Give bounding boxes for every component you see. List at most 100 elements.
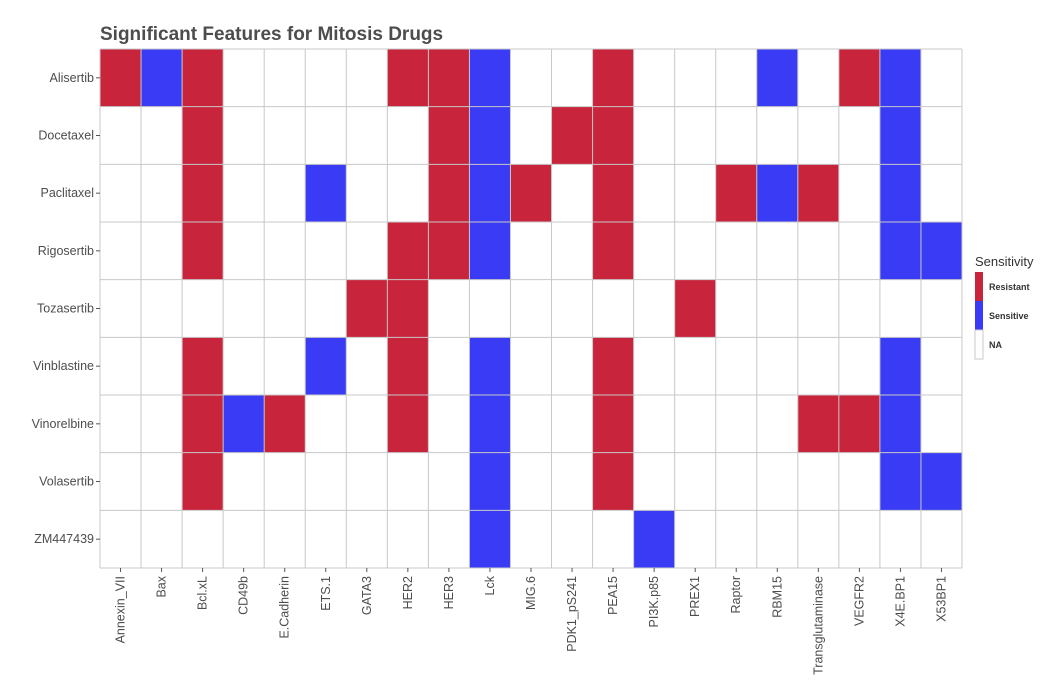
cell-zm447439-her3 (428, 510, 470, 568)
cell-zm447439-x53bp1 (920, 510, 962, 568)
cell-vinblastine-transglutaminase (797, 337, 839, 395)
cell-zm447439-cd49b (223, 510, 265, 568)
x-tick-label: PREX1 (688, 576, 702, 617)
cell-volasertib-her2 (387, 452, 429, 511)
cell-vinorelbine-pi3k-p85 (633, 395, 675, 453)
cell-paclitaxel-pdk1-ps241 (551, 164, 593, 222)
cell-paclitaxel-transglutaminase (797, 164, 839, 222)
cell-volasertib-annexin-vii (100, 452, 142, 511)
cell-vinblastine-annexin-vii (100, 337, 142, 395)
cell-vinorelbine-vegfr2 (838, 395, 880, 453)
cell-docetaxel-gata3 (346, 106, 388, 165)
x-tick-label: Lck (483, 575, 497, 595)
cell-tozasertib-bax (141, 279, 183, 338)
cell-paclitaxel-e-cadherin (264, 164, 306, 222)
cell-vinblastine-cd49b (223, 337, 265, 395)
cell-vinorelbine-cd49b (223, 395, 265, 453)
cell-volasertib-x4e-bp1 (879, 452, 921, 511)
cell-vinorelbine-annexin-vii (100, 395, 142, 453)
legend-title: Sensitivity (975, 254, 1034, 269)
x-tick-label: CD49b (237, 576, 251, 615)
cell-docetaxel-e-cadherin (264, 106, 306, 165)
cell-alisertib-e-cadherin (264, 49, 306, 107)
cell-vinblastine-x4e-bp1 (879, 337, 921, 395)
cell-alisertib-her2 (387, 49, 429, 107)
cell-alisertib-cd49b (223, 49, 265, 107)
cell-vinblastine-bax (141, 337, 183, 395)
cell-zm447439-mig-6 (510, 510, 552, 568)
cell-zm447439-transglutaminase (797, 510, 839, 568)
cell-docetaxel-rbm15 (756, 106, 798, 165)
y-tick-label: Vinorelbine (32, 417, 94, 431)
legend-label-sensitive: Sensitive (989, 311, 1029, 321)
cell-docetaxel-cd49b (223, 106, 265, 165)
cell-vinorelbine-lck (469, 395, 511, 453)
cell-tozasertib-gata3 (346, 279, 388, 338)
cell-vinorelbine-x4e-bp1 (879, 395, 921, 453)
y-tick-label: Tozasertib (37, 302, 94, 316)
cell-vinblastine-x53bp1 (920, 337, 962, 395)
cell-tozasertib-rbm15 (756, 279, 798, 338)
cell-vinorelbine-mig-6 (510, 395, 552, 453)
y-tick-label: Paclitaxel (41, 186, 95, 200)
cell-docetaxel-pdk1-ps241 (551, 106, 593, 165)
cell-vinorelbine-prex1 (674, 395, 716, 453)
cell-vinblastine-pea15 (592, 337, 634, 395)
cell-alisertib-bax (141, 49, 183, 107)
cell-docetaxel-x4e-bp1 (879, 106, 921, 165)
legend-label-na: NA (989, 340, 1002, 350)
cell-alisertib-x4e-bp1 (879, 49, 921, 107)
cell-volasertib-vegfr2 (838, 452, 880, 511)
cell-rigosertib-lck (469, 222, 511, 280)
x-tick-label: X53BP1 (934, 576, 948, 622)
y-tick-label: Docetaxel (38, 129, 94, 143)
cell-vinblastine-prex1 (674, 337, 716, 395)
cell-alisertib-x53bp1 (920, 49, 962, 107)
cell-vinorelbine-ets-1 (305, 395, 347, 453)
x-tick-label: Bax (155, 575, 169, 597)
legend: Sensitivity Resistant Sensitive NA (974, 254, 1034, 360)
cell-alisertib-gata3 (346, 49, 388, 107)
cell-paclitaxel-lck (469, 164, 511, 222)
cell-tozasertib-x4e-bp1 (879, 279, 921, 338)
cell-vinorelbine-her3 (428, 395, 470, 453)
cell-vinorelbine-her2 (387, 395, 429, 453)
cell-rigosertib-x4e-bp1 (879, 222, 921, 280)
cell-paclitaxel-gata3 (346, 164, 388, 222)
cell-docetaxel-transglutaminase (797, 106, 839, 165)
cell-docetaxel-raptor (715, 106, 757, 165)
cell-rigosertib-vegfr2 (838, 222, 880, 280)
legend-swatch-sensitive (975, 301, 983, 330)
x-tick-label: PI3K.p85 (647, 576, 661, 627)
cell-vinblastine-raptor (715, 337, 757, 395)
cell-volasertib-pi3k-p85 (633, 452, 675, 511)
cell-alisertib-annexin-vii (100, 49, 142, 107)
cell-rigosertib-ets-1 (305, 222, 347, 280)
cell-paclitaxel-pi3k-p85 (633, 164, 675, 222)
x-tick-label: PEA15 (606, 576, 620, 615)
cell-vinblastine-her2 (387, 337, 429, 395)
cell-docetaxel-her2 (387, 106, 429, 165)
cell-paclitaxel-her2 (387, 164, 429, 222)
cell-vinblastine-gata3 (346, 337, 388, 395)
cell-tozasertib-ets-1 (305, 279, 347, 338)
cell-tozasertib-pi3k-p85 (633, 279, 675, 338)
cell-volasertib-raptor (715, 452, 757, 511)
cell-docetaxel-prex1 (674, 106, 716, 165)
cell-volasertib-gata3 (346, 452, 388, 511)
x-tick-label: MIG.6 (524, 576, 538, 610)
x-tick-label: Bcl.xL (196, 576, 210, 610)
cell-paclitaxel-pea15 (592, 164, 634, 222)
cell-vinorelbine-bcl-xl (182, 395, 224, 453)
cell-tozasertib-her2 (387, 279, 429, 338)
cell-volasertib-rbm15 (756, 452, 798, 511)
cell-rigosertib-her2 (387, 222, 429, 280)
cell-rigosertib-x53bp1 (920, 222, 962, 280)
cell-rigosertib-cd49b (223, 222, 265, 280)
cell-tozasertib-transglutaminase (797, 279, 839, 338)
cell-paclitaxel-x53bp1 (920, 164, 962, 222)
cell-zm447439-bax (141, 510, 183, 568)
cell-tozasertib-raptor (715, 279, 757, 338)
cell-alisertib-pea15 (592, 49, 634, 107)
